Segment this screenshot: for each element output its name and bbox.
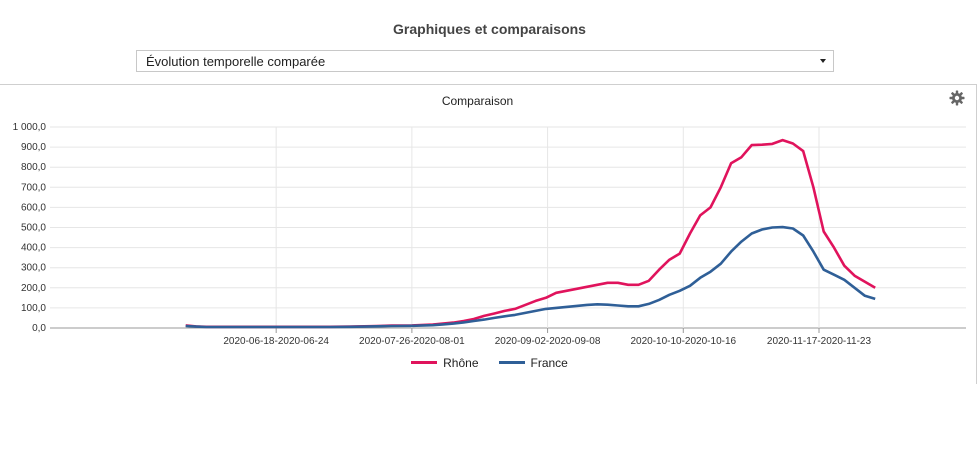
y-tick-label: 0,0 [32,323,46,334]
y-tick-label: 300,0 [21,263,46,274]
legend-label: Rhône [443,355,479,370]
y-tick-label: 1 000,0 [13,122,47,133]
chart-legend: Rhône France [0,353,979,370]
legend-item[interactable]: France [498,355,568,370]
x-tick-label: 2020-11-17-2020-11-23 [767,336,872,347]
dropdown-arrow-icon [820,59,826,63]
x-tick-label: 2020-07-26-2020-08-01 [359,336,465,347]
y-tick-label: 900,0 [21,142,46,153]
chart-title: Comparaison [441,94,514,108]
chart-panel [0,84,977,384]
y-tick-label: 600,0 [21,202,46,213]
y-tick-label: 700,0 [21,182,46,193]
chart-type-select-value: Évolution temporelle comparée [146,54,326,69]
legend-swatch [498,361,525,364]
y-tick-label: 200,0 [21,283,46,294]
legend-swatch [411,361,438,364]
x-tick-label: 2020-06-18-2020-06-24 [223,336,329,347]
x-tick-label: 2020-09-02-2020-09-08 [495,336,601,347]
chart-type-select[interactable]: Évolution temporelle comparée [136,50,834,72]
legend-item[interactable]: Rhône [411,355,479,370]
y-tick-label: 100,0 [21,303,46,314]
y-tick-label: 500,0 [21,223,46,234]
line-chart: 0,0 100,0 200,0 300,0 400,0 500,0 600,0 700,0 80… [13,122,966,347]
y-tick-label: 800,0 [21,162,46,173]
gear-icon[interactable] [949,90,965,106]
y-tick-label: 400,0 [21,243,46,254]
legend-label: France [530,355,568,370]
section-title: Graphiques et comparaisons [393,21,586,37]
series-line-rhne [185,138,876,329]
series-line-france [185,225,876,329]
x-tick-label: 2020-10-10-2020-10-16 [630,336,736,347]
